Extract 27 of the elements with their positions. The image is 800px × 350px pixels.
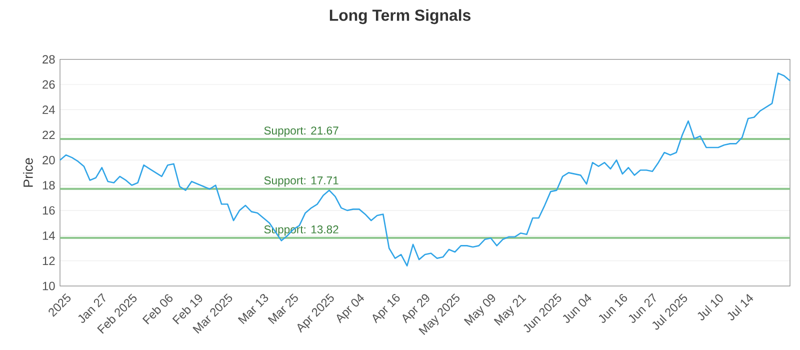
x-tick-label: Jan 27 bbox=[78, 293, 106, 323]
x-tick-label: Feb 06 bbox=[142, 294, 172, 324]
y-tick-label: 22 bbox=[42, 130, 55, 140]
x-tick-label: Apr 29 bbox=[402, 294, 430, 324]
x-tick-label: Jun 16 bbox=[598, 294, 628, 323]
x-tick-label: May 09 bbox=[464, 294, 496, 326]
x-tick-label: Jul 14 bbox=[728, 294, 754, 320]
chart-title: Long Term Signals bbox=[330, 9, 470, 24]
y-tick-label: 20 bbox=[42, 156, 55, 164]
y-tick-label: 18 bbox=[42, 181, 55, 190]
x-tick-label: Jun 04 bbox=[562, 294, 592, 323]
y-tick-label: 12 bbox=[42, 256, 55, 265]
x-tick-label: Apr 16 bbox=[372, 294, 400, 324]
ref-line-label: Support: 21.67 bbox=[264, 126, 338, 137]
x-tick-label: Jun 27 bbox=[628, 293, 656, 323]
y-tick-label: 26 bbox=[42, 80, 55, 89]
y-tick-label: 28 bbox=[42, 55, 55, 64]
y-tick-label: 14 bbox=[42, 232, 55, 240]
y-tick-label: 24 bbox=[42, 106, 55, 114]
x-tick-label: Mar 13 bbox=[238, 294, 268, 324]
y-axis-title: Price bbox=[23, 158, 33, 187]
ref-line-label: Support: 17.71 bbox=[264, 176, 338, 187]
x-tick-label: Jul 10 bbox=[698, 294, 723, 320]
x-tick-label: Mar 25 bbox=[268, 293, 298, 324]
x-tick-label: Apr 04 bbox=[336, 294, 364, 324]
y-tick-label: 16 bbox=[42, 206, 55, 215]
y-tick-label: 10 bbox=[42, 282, 55, 290]
